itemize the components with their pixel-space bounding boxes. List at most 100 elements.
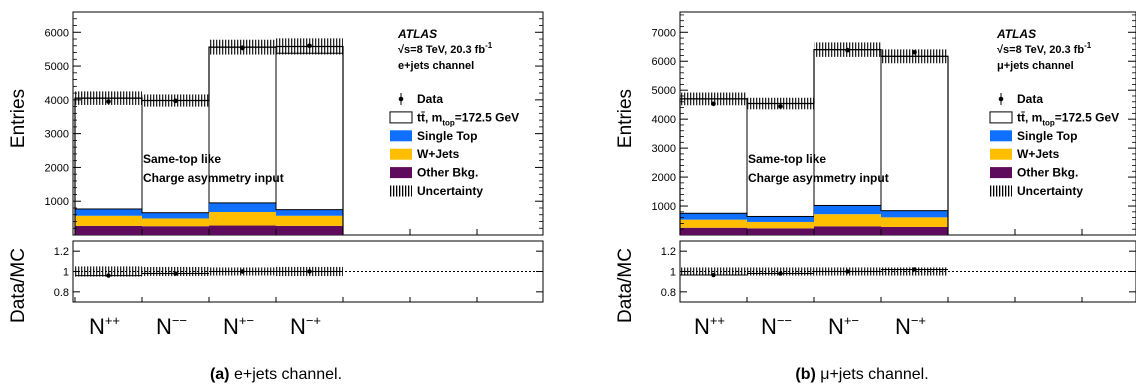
plot-text-1: Same-top like bbox=[143, 152, 221, 166]
ratio-tick-label-2: 1 bbox=[63, 267, 69, 279]
bar-single_top-4 bbox=[881, 210, 948, 218]
data-point-4 bbox=[912, 49, 917, 55]
legend-uncertainty-swatch bbox=[390, 185, 412, 197]
data-point-3 bbox=[845, 47, 850, 53]
legend-data-marker bbox=[398, 96, 404, 102]
legend-uncertainty-swatch bbox=[990, 185, 1012, 197]
atlas-label: ATLAS bbox=[996, 27, 1036, 41]
ratio-point-4 bbox=[912, 267, 917, 272]
bar-single_top-2 bbox=[142, 212, 209, 219]
legend-single_top-swatch bbox=[990, 130, 1012, 142]
channel-label: μ+jets channel bbox=[997, 60, 1074, 72]
category-label-4: N−+ bbox=[895, 313, 926, 339]
bar-single_top-1 bbox=[75, 208, 142, 216]
y-axis-label: Entries bbox=[615, 89, 636, 148]
legend-wjets-swatch bbox=[990, 148, 1012, 160]
ratio-tick-label-2: 1 bbox=[670, 267, 676, 279]
legend-wjets-swatch bbox=[390, 148, 412, 160]
bar-single_top-1 bbox=[680, 213, 747, 220]
ratio-axis-label: Data/MC bbox=[8, 248, 29, 323]
panel-b-muon-channel: 1000 2000 3000 4000 5000 6000 7000 Entries Data/… bbox=[615, 11, 1136, 383]
legend-other_bkg-label: Other Bkg. bbox=[1017, 166, 1078, 180]
bar-single_top-3 bbox=[209, 202, 276, 213]
energy-label: √s=8 TeV, 20.3 fb-1 bbox=[997, 41, 1092, 56]
bar-ttbar-1 bbox=[679, 98, 748, 214]
y-tick-label-4: 4000 bbox=[45, 95, 69, 107]
category-label-3: N+− bbox=[828, 313, 859, 339]
legend-uncertainty-label: Uncertainty bbox=[417, 184, 483, 198]
legend-single_top-label: Single Top bbox=[417, 129, 477, 143]
y-tick-label-1: 1000 bbox=[652, 201, 676, 213]
y-tick-label-3: 3000 bbox=[45, 129, 69, 141]
bar-other_bkg-2 bbox=[142, 226, 209, 235]
bar-other_bkg-3 bbox=[209, 225, 276, 235]
bar-single_top-2 bbox=[747, 216, 814, 222]
plot-text-2: Charge asymmetry input bbox=[748, 171, 889, 185]
plot-text-1: Same-top like bbox=[748, 152, 826, 166]
y-tick-label-5: 5000 bbox=[652, 85, 676, 97]
ratio-point-3 bbox=[240, 269, 245, 274]
bar-wjets-2 bbox=[142, 218, 209, 227]
category-label-2: N−− bbox=[761, 313, 792, 339]
category-label-4: N−+ bbox=[290, 313, 321, 339]
y-tick-label-5: 5000 bbox=[45, 61, 69, 73]
bar-wjets-3 bbox=[209, 212, 276, 226]
bar-ttbar-4 bbox=[275, 52, 344, 211]
uncertainty-band-4 bbox=[881, 49, 948, 64]
bar-wjets-4 bbox=[276, 215, 343, 226]
bar-ttbar-1 bbox=[74, 97, 143, 210]
ratio-point-3 bbox=[845, 269, 850, 274]
legend-wjets-label: W+Jets bbox=[417, 147, 460, 161]
bar-ttbar-3 bbox=[208, 46, 277, 204]
uncertainty-band-1 bbox=[75, 91, 142, 105]
data-point-2 bbox=[778, 104, 783, 109]
bar-wjets-4 bbox=[881, 217, 948, 227]
legend-ttbar-swatch bbox=[989, 111, 1013, 124]
bar-single_top-3 bbox=[814, 205, 881, 215]
bar-other_bkg-4 bbox=[276, 225, 343, 235]
legend-uncertainty-label: Uncertainty bbox=[1017, 184, 1083, 198]
uncertainty-band-1 bbox=[680, 92, 747, 106]
legend-data-label: Data bbox=[1017, 92, 1043, 106]
ratio-uncertainty-1 bbox=[680, 267, 747, 276]
ratio-tick-label-3: 1.2 bbox=[661, 246, 676, 258]
legend-data-label: Data bbox=[417, 92, 443, 106]
bar-wjets-1 bbox=[75, 215, 142, 226]
ratio-point-2 bbox=[173, 271, 178, 276]
bar-other_bkg-4 bbox=[881, 226, 948, 235]
category-label-1: N++ bbox=[89, 313, 120, 339]
bar-single_top-4 bbox=[276, 209, 343, 216]
legend-other_bkg-label: Other Bkg. bbox=[417, 166, 478, 180]
legend-other_bkg-swatch bbox=[390, 167, 412, 179]
data-point-1 bbox=[106, 99, 111, 104]
category-label-1: N++ bbox=[694, 313, 725, 339]
y-tick-label-2: 2000 bbox=[652, 172, 676, 184]
ratio-point-1 bbox=[106, 273, 111, 278]
category-label-2: N−− bbox=[156, 313, 187, 339]
legend-ttbar-label: tt̄, mtop=172.5 GeV bbox=[1017, 110, 1119, 127]
y-axis-label: Entries bbox=[8, 89, 29, 148]
category-label-3: N+− bbox=[223, 313, 254, 339]
ratio-tick-label-1: 0.8 bbox=[54, 287, 69, 299]
ratio-uncertainty-1 bbox=[75, 266, 142, 277]
legend-single_top-label: Single Top bbox=[1017, 129, 1077, 143]
y-tick-label-2: 2000 bbox=[45, 162, 69, 174]
legend-ttbar-label: tt̄, mtop=172.5 GeV bbox=[417, 110, 519, 127]
legend-other_bkg-swatch bbox=[990, 167, 1012, 179]
ratio-tick-label-3: 1.2 bbox=[54, 246, 69, 258]
legend-single_top-swatch bbox=[390, 130, 412, 142]
legend-data-marker bbox=[998, 96, 1004, 102]
y-tick-label-6: 6000 bbox=[45, 27, 69, 39]
data-point-2 bbox=[173, 98, 178, 104]
ratio-axis-label: Data/MC bbox=[615, 248, 636, 323]
bar-ttbar-4 bbox=[880, 55, 949, 212]
bar-other_bkg-3 bbox=[814, 226, 881, 235]
atlas-label: ATLAS bbox=[397, 27, 437, 41]
y-tick-label-4: 4000 bbox=[652, 114, 676, 126]
data-point-1 bbox=[711, 101, 716, 107]
bar-other_bkg-2 bbox=[747, 228, 814, 235]
y-tick-label-6: 6000 bbox=[652, 56, 676, 68]
ratio-point-4 bbox=[307, 269, 312, 274]
bar-wjets-1 bbox=[680, 219, 747, 228]
data-point-4 bbox=[307, 43, 312, 49]
